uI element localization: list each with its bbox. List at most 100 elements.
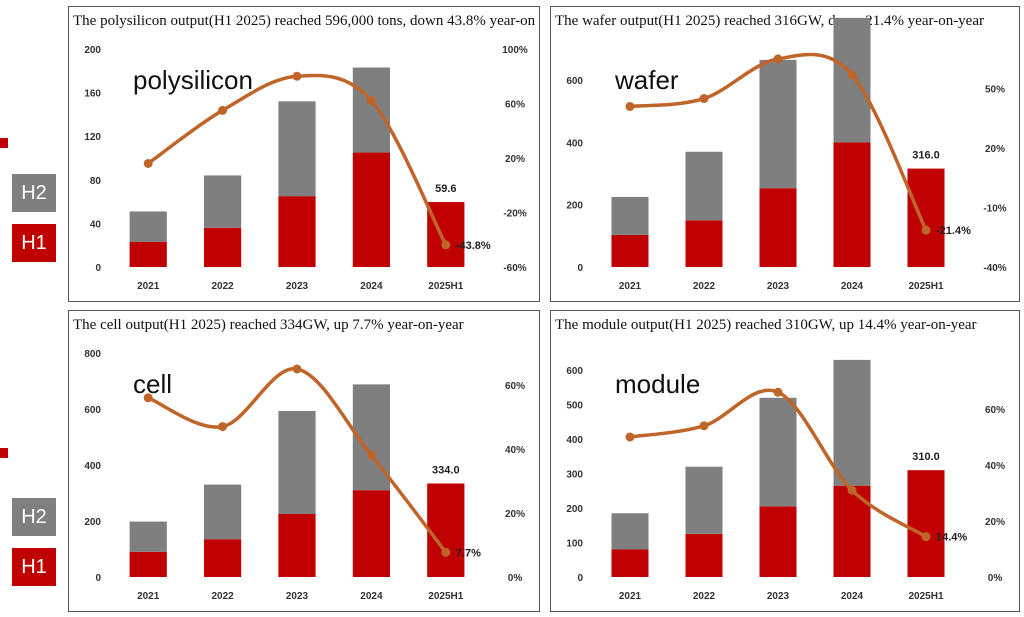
bar-value-label: 310.0 bbox=[912, 451, 940, 463]
x-tick-label: 2021 bbox=[137, 281, 160, 292]
yoy-point bbox=[218, 422, 228, 432]
bar-h1 bbox=[204, 539, 242, 577]
y2-tick-label: -40% bbox=[983, 263, 1006, 274]
yoy-point bbox=[699, 94, 709, 104]
legend-h2-top: H2 bbox=[12, 174, 56, 212]
yoy-point bbox=[699, 421, 709, 431]
x-tick-label: 2022 bbox=[693, 591, 716, 602]
y2-tick-label: 50% bbox=[985, 85, 1005, 96]
chart-name-label: wafer bbox=[614, 65, 679, 95]
y-tick-label: 800 bbox=[84, 349, 101, 360]
x-tick-label: 2023 bbox=[286, 591, 309, 602]
x-tick-label: 2022 bbox=[693, 281, 716, 292]
y-tick-label: 0 bbox=[577, 263, 583, 274]
chart-name-label: module bbox=[615, 369, 700, 399]
bar-h1 bbox=[352, 152, 390, 267]
chart-panel-wafer: The wafer output(H1 2025) reached 316GW,… bbox=[550, 6, 1020, 302]
x-tick-label: 2024 bbox=[360, 281, 383, 292]
yoy-point bbox=[625, 101, 635, 111]
yoy-point bbox=[292, 71, 302, 81]
bar-h2 bbox=[611, 513, 649, 550]
bar-h1 bbox=[427, 202, 465, 267]
yoy-point bbox=[847, 485, 857, 495]
y-tick-label: 0 bbox=[577, 573, 583, 584]
bar-h1 bbox=[833, 142, 871, 267]
y-tick-label: 0 bbox=[95, 263, 101, 274]
bar-h2 bbox=[685, 151, 723, 221]
legend-h1-top: H1 bbox=[12, 224, 56, 262]
chart-title: The polysilicon output(H1 2025) reached … bbox=[73, 13, 535, 29]
x-tick-label: 2023 bbox=[286, 281, 309, 292]
line-value-label: -43.8% bbox=[456, 240, 491, 252]
chart-svg: 0 40 80 120 160 200 -60% -20% 20% 60% 100% 2021 2022… bbox=[84, 45, 528, 292]
yoy-point bbox=[921, 225, 931, 235]
bar-h2 bbox=[278, 101, 316, 197]
y2-tick-label: 20% bbox=[505, 154, 525, 165]
x-tick-label: 2023 bbox=[767, 281, 790, 292]
y2-tick-label: 40% bbox=[505, 445, 525, 456]
yoy-point bbox=[773, 387, 783, 397]
x-tick-label: 2025H1 bbox=[908, 591, 943, 602]
bar-value-label: 59.6 bbox=[435, 183, 456, 195]
bar-h2 bbox=[685, 466, 723, 534]
legend-h1-bottom: H1 bbox=[12, 548, 56, 586]
y2-tick-label: 0% bbox=[988, 573, 1003, 584]
y-tick-label: 160 bbox=[84, 89, 101, 100]
bar-h1 bbox=[278, 514, 316, 577]
y-tick-label: 80 bbox=[90, 176, 102, 187]
bar-h2 bbox=[759, 59, 797, 189]
y-tick-label: 200 bbox=[566, 201, 583, 212]
bar-h1 bbox=[685, 220, 723, 267]
chart-svg: 0 200 400 600 -40% -10% 20% 50% 2021 2022 2023 2024… bbox=[566, 17, 1007, 292]
yoy-point bbox=[143, 393, 153, 403]
chart-panel-polysilicon: The polysilicon output(H1 2025) reached … bbox=[68, 6, 540, 302]
bar-h1 bbox=[685, 533, 723, 577]
x-tick-label: 2023 bbox=[767, 591, 790, 602]
y2-tick-label: 20% bbox=[985, 144, 1005, 155]
y-tick-label: 400 bbox=[84, 461, 101, 472]
yoy-point bbox=[625, 432, 635, 442]
yoy-point bbox=[921, 532, 931, 542]
y-tick-label: 100 bbox=[566, 539, 583, 550]
chart-title: The cell output(H1 2025) reached 334GW, … bbox=[73, 317, 464, 333]
y-tick-label: 200 bbox=[84, 45, 101, 56]
bar-h1 bbox=[611, 549, 649, 577]
x-tick-label: 2021 bbox=[619, 281, 642, 292]
red-edge-marker-top bbox=[0, 138, 8, 148]
yoy-point bbox=[441, 240, 451, 250]
line-value-label: 14.4% bbox=[936, 532, 967, 544]
yoy-point bbox=[292, 364, 302, 374]
chart-panel-cell: The cell output(H1 2025) reached 334GW, … bbox=[68, 310, 540, 612]
bar-h1 bbox=[611, 234, 649, 267]
bar-value-label: 316.0 bbox=[912, 150, 940, 162]
yoy-point bbox=[143, 158, 153, 168]
x-tick-label: 2022 bbox=[211, 281, 234, 292]
x-tick-label: 2024 bbox=[841, 281, 864, 292]
y2-tick-label: 100% bbox=[502, 45, 528, 56]
bar-h2 bbox=[204, 175, 242, 228]
y2-tick-label: 60% bbox=[985, 405, 1005, 416]
x-tick-label: 2021 bbox=[137, 591, 160, 602]
x-tick-label: 2022 bbox=[211, 591, 234, 602]
bar-h1 bbox=[907, 470, 945, 577]
y-tick-label: 600 bbox=[566, 366, 583, 377]
bar-h1 bbox=[352, 490, 390, 577]
bar-h1 bbox=[204, 227, 242, 267]
bar-h1 bbox=[759, 506, 797, 577]
x-tick-label: 2021 bbox=[619, 591, 642, 602]
bar-h2 bbox=[204, 484, 242, 540]
chart-title: The module output(H1 2025) reached 310GW… bbox=[555, 317, 977, 333]
bar-h1 bbox=[427, 483, 465, 577]
y-tick-label: 600 bbox=[566, 76, 583, 87]
bar-h1 bbox=[759, 188, 797, 267]
bar-h2 bbox=[129, 211, 167, 242]
chart-name-label: polysilicon bbox=[133, 65, 253, 95]
y2-tick-label: 60% bbox=[505, 100, 525, 111]
y2-tick-label: 40% bbox=[985, 461, 1005, 472]
y2-tick-label: -60% bbox=[503, 263, 526, 274]
line-value-label: -21.4% bbox=[936, 225, 971, 237]
y-tick-label: 400 bbox=[566, 138, 583, 149]
x-tick-label: 2025H1 bbox=[908, 281, 943, 292]
yoy-point bbox=[366, 450, 376, 460]
y-tick-label: 500 bbox=[566, 401, 583, 412]
